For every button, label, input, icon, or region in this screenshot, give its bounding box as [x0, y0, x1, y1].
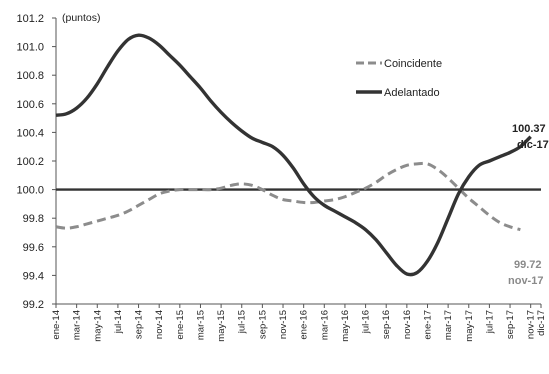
x-tick-label: ene-17 [422, 310, 433, 340]
unit-label: (puntos) [62, 12, 101, 24]
x-tick-label: mar-14 [72, 310, 83, 340]
x-tick-label: mar-17 [443, 310, 454, 340]
y-tick-label: 100.0 [16, 185, 44, 197]
y-tick-label: 99.4 [23, 270, 44, 282]
x-tick-label: ene-14 [51, 310, 62, 340]
series-line-adelantado [55, 33, 532, 277]
series-line-coincidente [55, 161, 521, 232]
x-tick-label: jul-15 [237, 310, 248, 334]
y-tick-label: 101.2 [16, 13, 44, 25]
x-tick-label: may-14 [92, 310, 103, 342]
end-date-coincidente: nov-17 [508, 275, 543, 287]
x-tick-label: nov-15 [278, 310, 289, 339]
x-tick-label: ene-15 [175, 310, 186, 340]
x-tick-label: mar-15 [195, 310, 206, 340]
end-annotation-coincidente: 99.72 nov-17 [508, 259, 543, 287]
end-date-adelantado: dic-17 [517, 139, 549, 151]
legend-label-coincidente: Coincidente [384, 58, 442, 70]
x-tick-label: dic-17 [536, 310, 547, 336]
x-tick-label: sep-16 [381, 310, 392, 339]
y-tick-label: 99.2 [23, 299, 44, 311]
y-tick-label: 100.2 [16, 156, 44, 168]
x-tick-label: sep-14 [134, 310, 145, 339]
x-tick-label: nov-17 [526, 310, 537, 339]
x-tick-label: may-17 [464, 310, 475, 342]
end-annotation-adelantado: 100.37 dic-17 [512, 123, 549, 151]
x-tick-label: may-16 [340, 310, 351, 342]
x-tick-label: jul-16 [361, 310, 372, 334]
series-lines [55, 33, 532, 277]
x-tick-label: jul-14 [113, 310, 124, 334]
x-tick-label: mar-16 [319, 310, 330, 340]
x-tick-label: ene-16 [299, 310, 310, 340]
x-tick-label: nov-14 [154, 310, 165, 339]
end-value-coincidente: 99.72 [514, 259, 542, 271]
y-tick-label: 101.0 [16, 42, 44, 54]
legend: Coincidente Adelantado [356, 58, 442, 99]
y-tick-label: 99.8 [23, 213, 44, 225]
x-axis-ticks: ene-14 mar-14 may-14 jul-14 sep-14 nov-14 ene-… [51, 304, 547, 342]
end-value-adelantado: 100.37 [512, 123, 546, 135]
y-tick-label: 100.4 [16, 127, 44, 139]
x-tick-label: may-15 [216, 310, 227, 342]
y-tick-label: 99.6 [23, 242, 44, 254]
x-tick-label: jul-17 [484, 310, 495, 334]
y-axis-ticks: 101.2 101.0 100.8 100.6 100.4 100.2 100.0 99.8 9… [16, 13, 56, 311]
y-tick-label: 100.8 [16, 70, 44, 82]
legend-label-adelantado: Adelantado [384, 87, 440, 99]
y-tick-label: 100.6 [16, 99, 44, 111]
axes [55, 18, 541, 305]
x-tick-label: nov-16 [402, 310, 413, 339]
x-tick-label: sep-15 [257, 310, 268, 339]
x-tick-label: sep-17 [505, 310, 516, 339]
